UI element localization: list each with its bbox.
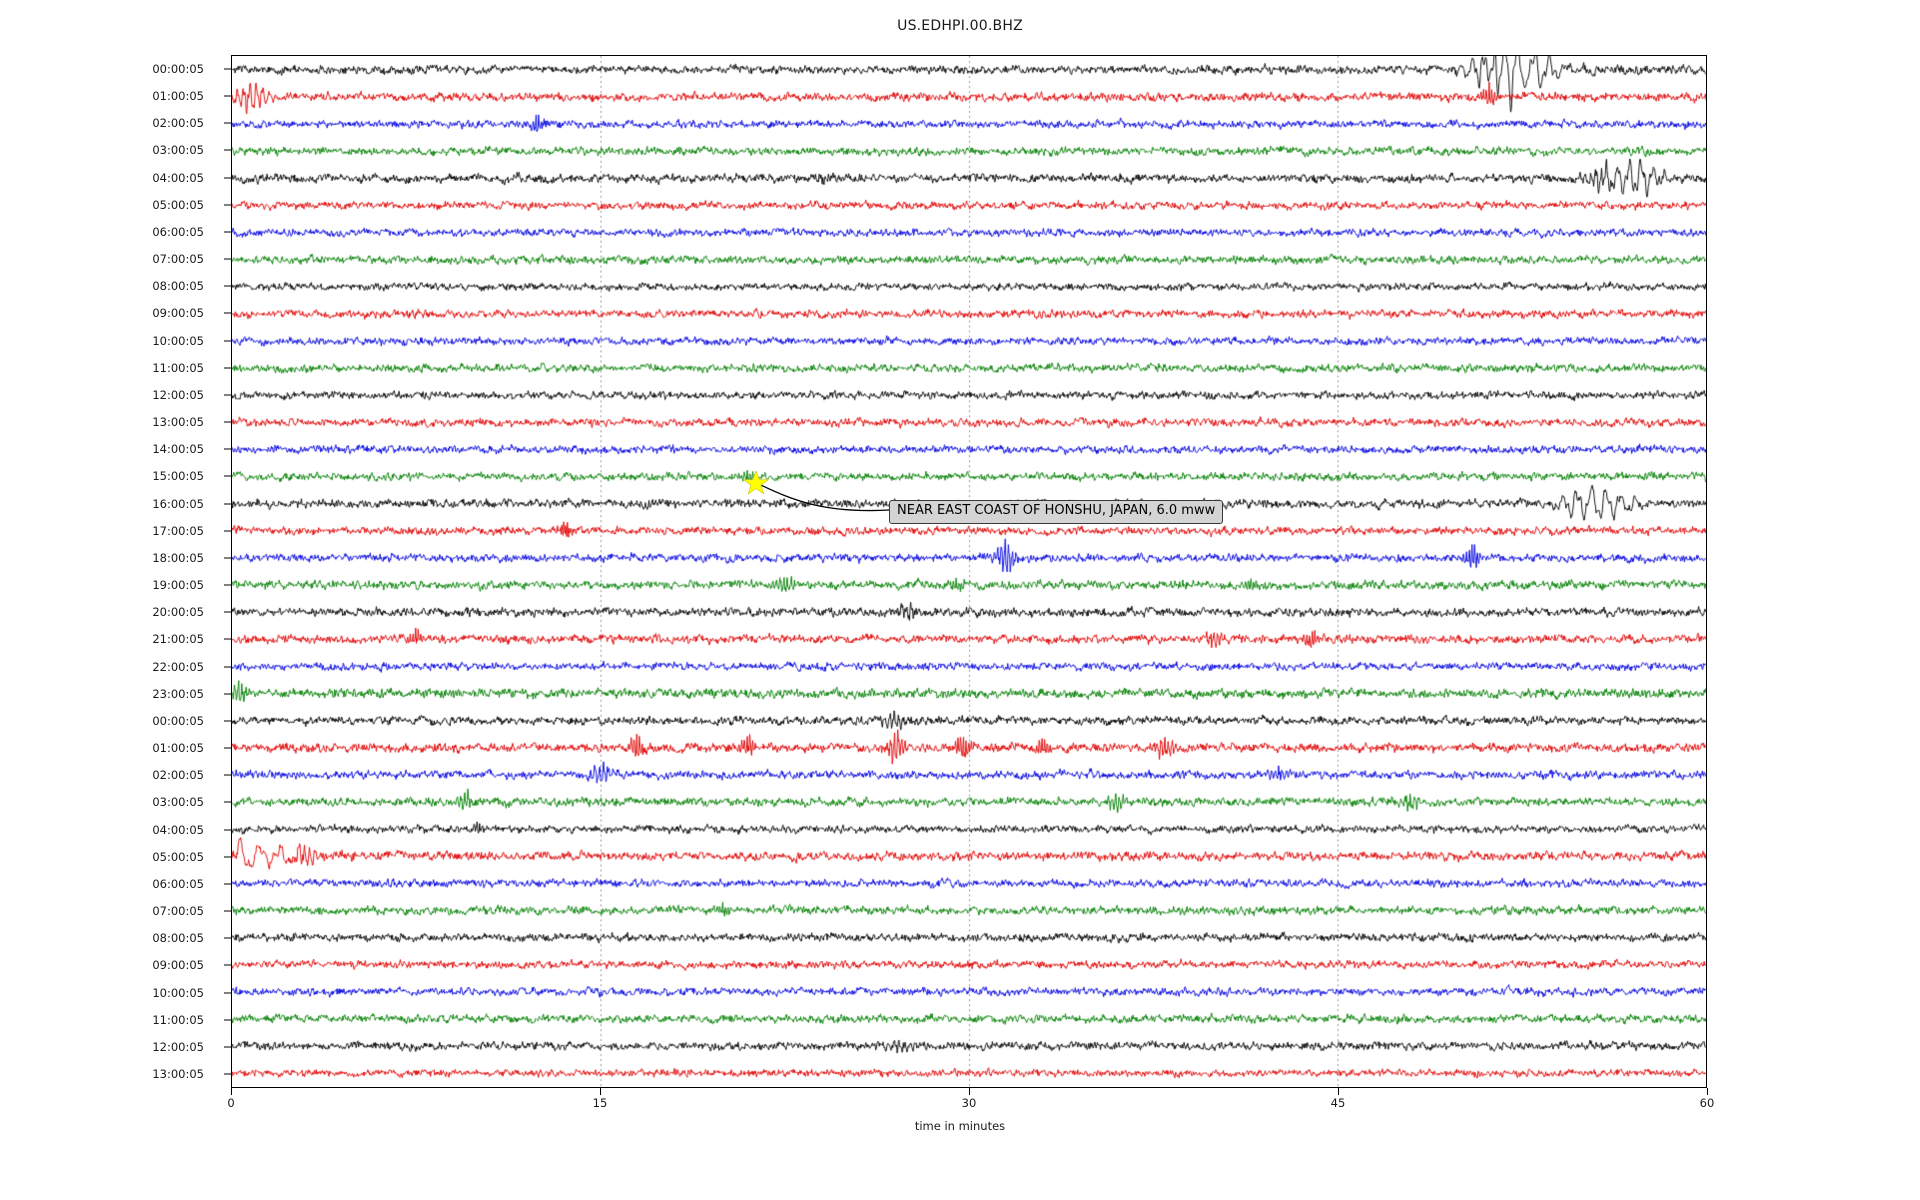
y-axis-tick-label: 00:00:05 bbox=[152, 62, 204, 76]
y-axis-tick-mark bbox=[224, 1073, 231, 1075]
x-axis-label: time in minutes bbox=[914, 1119, 1006, 1133]
y-axis-tick-mark bbox=[224, 68, 231, 70]
y-axis-tick-mark bbox=[224, 367, 231, 369]
y-axis-tick-label: 10:00:05 bbox=[152, 985, 204, 1000]
y-axis-tick-mark bbox=[224, 448, 231, 450]
seismogram-traces-canvas bbox=[232, 56, 1706, 1087]
y-axis-tick-mark bbox=[224, 964, 231, 966]
y-axis-tick-mark bbox=[224, 1019, 231, 1021]
y-axis-tick-label: 06:00:05 bbox=[152, 224, 204, 239]
y-axis-tick-label: 11:00:05 bbox=[152, 360, 204, 375]
y-axis-tick-label: 19:00:05 bbox=[152, 578, 204, 593]
y-axis-tick-label: 14:00:05 bbox=[152, 442, 204, 457]
y-axis-tick-mark bbox=[224, 883, 231, 885]
y-axis-tick-mark bbox=[224, 312, 231, 314]
y-axis-tick-mark bbox=[224, 177, 231, 179]
y-axis-tick-mark bbox=[224, 747, 231, 749]
x-axis-tick-mark bbox=[1707, 1088, 1708, 1095]
y-axis-tick-label: 17:00:05 bbox=[152, 523, 204, 538]
y-axis-tick-mark bbox=[224, 937, 231, 939]
y-axis-tick-mark bbox=[224, 285, 231, 287]
y-axis-tick-label: 12:00:05 bbox=[152, 1039, 204, 1054]
y-axis-tick-label: 09:00:05 bbox=[152, 306, 204, 321]
y-axis-tick-label: 05:00:05 bbox=[152, 197, 204, 212]
y-axis-tick-label: 18:00:05 bbox=[152, 550, 204, 565]
y-axis-tick-mark bbox=[224, 1046, 231, 1048]
y-axis-tick-label: 11:00:05 bbox=[152, 1012, 204, 1027]
y-axis-tick-mark bbox=[224, 801, 231, 803]
y-axis-tick-label: 04:00:05 bbox=[152, 822, 204, 837]
y-axis-tick-mark bbox=[224, 856, 231, 858]
y-axis-tick-label: 12:00:05 bbox=[152, 387, 204, 402]
y-axis-tick-label: 09:00:05 bbox=[152, 958, 204, 973]
y-axis-tick-mark bbox=[224, 774, 231, 776]
y-axis-tick-mark bbox=[224, 611, 231, 613]
y-axis-tick-label: 13:00:05 bbox=[152, 1067, 204, 1081]
x-axis-tick-label: 60 bbox=[1699, 1096, 1715, 1110]
y-axis-tick-mark bbox=[224, 557, 231, 559]
y-axis-tick-label: 04:00:05 bbox=[152, 170, 204, 185]
y-axis-tick-label: 20:00:05 bbox=[152, 605, 204, 620]
y-axis-tick-label: 05:00:05 bbox=[152, 849, 204, 864]
y-axis-tick-mark bbox=[224, 829, 231, 831]
seismogram-axes bbox=[231, 55, 1707, 1088]
y-axis-tick-mark bbox=[224, 720, 231, 722]
x-axis-tick-mark bbox=[1338, 1088, 1339, 1095]
y-axis-tick-mark bbox=[224, 258, 231, 260]
y-axis-tick-label: 07:00:05 bbox=[152, 252, 204, 267]
y-axis-tick-mark bbox=[224, 122, 231, 124]
y-axis-tick-mark bbox=[224, 910, 231, 912]
event-annotation-label: NEAR EAST COAST OF HONSHU, JAPAN, 6.0 mw… bbox=[889, 500, 1224, 524]
y-axis-tick-mark bbox=[224, 530, 231, 532]
y-axis-tick-label: 23:00:05 bbox=[152, 686, 204, 701]
y-axis-tick-label: 01:00:05 bbox=[152, 741, 204, 756]
y-axis-tick-label: 15:00:05 bbox=[152, 469, 204, 484]
y-axis-tick-label: 06:00:05 bbox=[152, 876, 204, 891]
y-axis-tick-mark bbox=[224, 340, 231, 342]
x-axis-tick-mark bbox=[600, 1088, 601, 1095]
y-axis-tick-mark bbox=[224, 149, 231, 151]
y-axis-tick-mark bbox=[224, 421, 231, 423]
y-axis-tick-label: 21:00:05 bbox=[152, 632, 204, 647]
y-axis-tick-mark bbox=[224, 231, 231, 233]
y-axis-tick-label: 07:00:05 bbox=[152, 904, 204, 919]
y-axis-tick-label: 08:00:05 bbox=[152, 931, 204, 946]
y-axis-tick-mark bbox=[224, 503, 231, 505]
x-axis-tick-mark bbox=[969, 1088, 970, 1095]
y-axis-tick-label: 08:00:05 bbox=[152, 279, 204, 294]
y-axis-tick-mark bbox=[224, 638, 231, 640]
y-axis-tick-label: 02:00:05 bbox=[152, 116, 204, 131]
y-axis-tick-mark bbox=[224, 584, 231, 586]
y-axis-tick-label: 01:00:05 bbox=[152, 89, 204, 104]
y-axis-tick-label: 03:00:05 bbox=[152, 143, 204, 158]
y-axis-tick-mark bbox=[224, 992, 231, 993]
y-axis-tick-label: 10:00:05 bbox=[152, 333, 204, 348]
y-axis-tick-label: 22:00:05 bbox=[152, 659, 204, 674]
y-axis-tick-label: 16:00:05 bbox=[152, 496, 204, 511]
x-axis-tick-label: 30 bbox=[961, 1096, 977, 1110]
y-axis-tick-mark bbox=[224, 693, 231, 695]
x-axis-tick-mark bbox=[231, 1088, 232, 1095]
x-axis-tick-label: 0 bbox=[227, 1096, 235, 1110]
y-axis-tick-mark bbox=[224, 475, 231, 477]
y-axis-tick-mark bbox=[224, 95, 231, 97]
y-axis-tick-label: 13:00:05 bbox=[152, 415, 204, 430]
y-axis-tick-label: 00:00:05 bbox=[152, 713, 204, 728]
x-axis-tick-label: 15 bbox=[592, 1096, 608, 1110]
y-axis-tick-mark bbox=[224, 666, 231, 668]
x-axis-tick-label: 45 bbox=[1330, 1096, 1346, 1110]
y-axis-tick-mark bbox=[224, 204, 231, 206]
y-axis-tick-label: 02:00:05 bbox=[152, 768, 204, 783]
page-title: US.EDHPI.00.BHZ bbox=[897, 18, 1023, 34]
y-axis-tick-mark bbox=[224, 394, 231, 396]
y-axis-tick-label: 03:00:05 bbox=[152, 795, 204, 810]
